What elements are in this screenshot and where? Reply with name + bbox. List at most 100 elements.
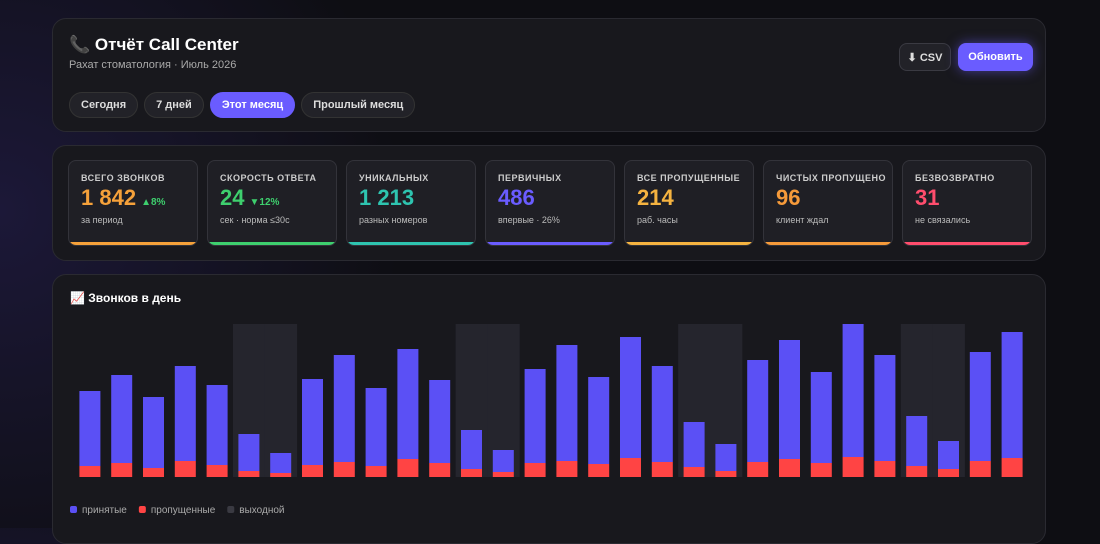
bar-segment [938,441,959,469]
kpi-delta: ▲8% [141,197,166,208]
kpi: ЧИСТЫХ ПРОПУЩЕНО 96 клиент ждал [763,160,893,246]
bar-segment [556,461,578,477]
subtitle: Рахат стоматология · Июль 2026 [69,59,237,71]
bar-segment [365,466,387,477]
bar-segment [779,340,800,459]
kpi-value: 214 [637,185,674,210]
bar-segment [524,369,546,463]
bar-segment [969,352,991,461]
kpi-bar [208,242,336,245]
filters: Сегодня 7 дней Этот месяц Прошлый месяц [69,92,421,118]
kpi-bar [486,242,614,245]
kpi-bar [347,242,475,245]
kpi-label: УНИКАЛЬНЫХ [359,173,429,183]
kpi: ПЕРВИЧНЫХ 486 впервые · 26% [485,160,615,246]
legend-label: принятые [82,505,127,516]
bar-segment [524,463,546,477]
bar-segment [111,375,133,463]
bar-segment [779,459,800,477]
bar-segment [874,461,896,477]
bar-segment [683,467,705,477]
bar-segment [79,466,101,477]
bar-segment [333,355,355,462]
bar-segment [429,380,451,463]
bar-segment [1001,332,1023,458]
refresh-button[interactable]: Обновить [958,43,1033,71]
kpi-bar [764,242,892,245]
bar-segment [143,397,164,468]
filter-pill[interactable]: 7 дней [144,92,204,118]
bar-segment [492,472,514,477]
bar-segment [906,416,928,466]
chart: 📈 Звонков в день принятые пропущенные выхо… [70,291,1023,516]
bar-segment [302,379,323,465]
legend-swatch [138,506,146,513]
bar-segment [683,422,705,467]
bar-segment [206,385,228,465]
bar-segment [238,434,260,471]
bar-segment [461,430,482,469]
bar-segment [397,459,419,477]
bar-segment [461,469,482,477]
kpi-note: раб. часы [637,215,678,225]
legend-label: пропущенные [151,505,216,516]
bar-segment [174,461,196,477]
kpi-bar [625,242,753,245]
kpi-note: разных номеров [359,215,428,225]
bar-segment [715,444,737,471]
kpi: СКОРОСТЬ ОТВЕТА 24 ▼12% сек · норма ≤30с [207,160,337,246]
bar-segment [715,471,737,477]
filter-pill[interactable]: Сегодня [69,92,139,118]
bar-segment [238,471,260,477]
kpi-bar [69,242,197,245]
bar-segment [111,463,133,477]
bar-segment [429,463,451,477]
kpi: ВСЕГО ЗВОНКОВ 1 842 ▲8% за период [68,160,198,246]
kpi-value: 1 213 [359,185,415,210]
weekend-shade [264,324,298,477]
bar-segment [365,388,387,466]
bar-segment [620,458,641,477]
bar-segment [492,450,514,472]
filter-pill[interactable]: Прошлый месяц [301,92,416,118]
kpi-note: клиент ждал [776,215,829,225]
bar-segment [588,377,610,464]
title: 📞 Отчёт Call Center [69,35,239,54]
bar-segment [906,466,928,477]
kpi: БЕЗВОЗВРАТНО 31 не связались [902,160,1032,246]
bar-segment [302,465,323,477]
bar-segment [810,372,832,463]
bar-segment [397,349,419,459]
bar-segment [810,463,832,477]
bar-segment [333,462,355,477]
header-card: 📞 Отчёт Call Center Рахат стоматология ·… [52,18,1046,132]
kpi-value: 31 [915,185,940,210]
kpi-note: не связались [915,215,971,225]
kpi-value: 96 [776,185,801,210]
kpi-label: ВСЕГО ЗВОНКОВ [81,173,166,183]
legend-swatch [227,506,235,513]
csv-button[interactable]: ⬇ CSV [899,43,951,71]
kpi-delta: ▼12% [249,197,280,208]
kpi-note: сек · норма ≤30с [220,215,290,225]
kpi-note: впервые · 26% [498,215,560,225]
bar-segment [206,465,228,477]
filter-pill[interactable]: Этот месяц [209,92,296,118]
bar-segment [556,345,578,461]
legend-label: выходной [239,505,284,516]
bar-segment [270,473,292,477]
bar-segment [143,468,164,477]
bar-segment [1001,458,1023,477]
bar-segment [747,462,769,477]
chart-title: 📈 Звонков в день [70,291,181,305]
bar-segment [651,366,673,462]
bar-segment [270,453,292,473]
bar-segment [938,469,959,477]
bar-segment [842,324,864,457]
kpi-label: ЧИСТЫХ ПРОПУЩЕНО [776,173,886,183]
kpi-label: СКОРОСТЬ ОТВЕТА [220,173,317,183]
bar-segment [842,457,864,477]
bar-segment [747,360,769,462]
legend-swatch [70,506,77,513]
